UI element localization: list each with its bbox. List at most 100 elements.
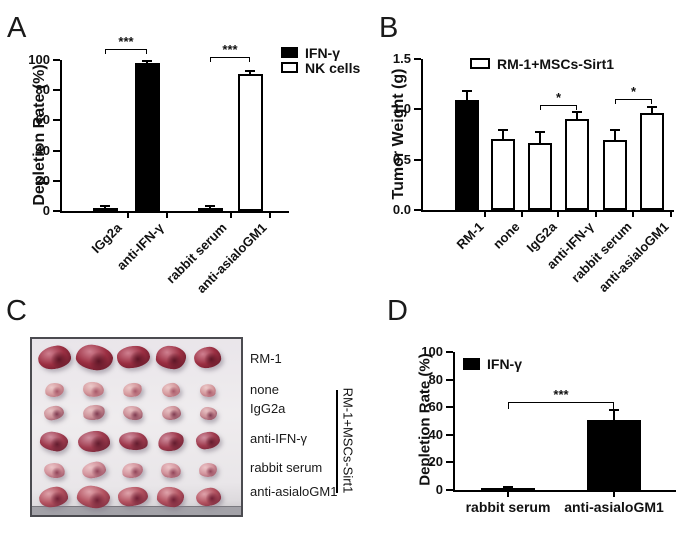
- y-tick: [53, 179, 60, 182]
- y-tick-label: 0.5: [392, 151, 411, 167]
- significance-bracket: [508, 402, 614, 409]
- y-tick: [53, 210, 60, 212]
- tumor-specimen-IgG2a-5: [198, 405, 218, 421]
- y-tick-label: 40: [428, 426, 443, 442]
- error-bar-line: [651, 107, 653, 114]
- tumor-specimen-RM-1-4: [154, 343, 188, 371]
- group-bracket-line: [336, 390, 338, 493]
- specimen-row-label: anti-IFN-γ: [250, 431, 308, 446]
- error-bar-cap: [205, 205, 215, 208]
- y-tick-label: 60: [35, 112, 50, 128]
- error-bar-cap: [498, 129, 508, 132]
- x-axis: [60, 211, 289, 213]
- significance-bracket: [540, 105, 577, 110]
- x-tick: [507, 492, 509, 497]
- y-tick-label: 1.5: [392, 51, 411, 66]
- x-category-label: rabbit serum: [465, 499, 551, 515]
- significance-stars: ***: [553, 387, 569, 402]
- tumor-specimen-none-5: [199, 382, 217, 398]
- y-tick: [53, 119, 60, 122]
- tumor-specimen-anti-IFN-γ-5: [195, 430, 221, 452]
- y-tick: [446, 351, 453, 353]
- x-tick: [557, 212, 559, 217]
- tumor-specimen-rabbit serum-5: [198, 462, 218, 478]
- y-tick: [53, 149, 60, 152]
- y-tick-label: 20: [428, 454, 443, 470]
- bar-anti-IFN-γ: [134, 63, 160, 211]
- bar-rabbit serum: [197, 207, 223, 212]
- x-tick: [484, 212, 486, 217]
- specimen-row-label: none: [250, 382, 279, 397]
- y-tick: [446, 378, 453, 381]
- tumor-specimen-RM-1-3: [115, 344, 151, 370]
- y-tick-label: 1.0: [392, 101, 411, 117]
- error-bar-cap: [572, 111, 582, 114]
- significance-stars: *: [555, 90, 562, 105]
- error-bar-line: [614, 130, 616, 140]
- bar-anti-IFN-γ: [565, 119, 589, 210]
- tumor-specimen-RM-1-5: [192, 344, 224, 370]
- error-bar-line: [466, 91, 468, 101]
- y-tick-label: 40: [35, 142, 50, 158]
- bar-none: [491, 138, 515, 210]
- panel-a-label: A: [7, 12, 27, 44]
- x-tick: [613, 492, 615, 497]
- legend-swatch: [470, 58, 490, 69]
- y-tick-label: 80: [35, 82, 50, 98]
- error-bar-line: [613, 409, 615, 420]
- y-tick: [446, 406, 453, 409]
- tumor-specimen-RM-1-2: [73, 341, 115, 373]
- tumor-specimen-IgG2a-4: [161, 405, 181, 421]
- bar-IgG2a: [528, 142, 552, 210]
- legend-label: IFN-γ: [305, 45, 340, 61]
- y-axis: [60, 60, 62, 213]
- y-tick-label: 80: [428, 371, 443, 387]
- x-tick: [166, 213, 168, 218]
- photo-plate-edge: [32, 506, 241, 515]
- legend-label: IFN-γ: [487, 356, 522, 372]
- y-tick: [446, 461, 453, 464]
- tumor-specimen-rabbit serum-1: [42, 461, 66, 479]
- y-axis: [453, 352, 455, 492]
- error-bar-line: [576, 112, 578, 120]
- tumor-specimen-RM-1-1: [36, 343, 72, 371]
- tumor-specimen-none-4: [161, 381, 181, 399]
- y-tick-label: 100: [28, 52, 50, 67]
- error-bar-cap: [142, 59, 152, 62]
- y-tick: [414, 209, 421, 211]
- y-tick: [414, 58, 421, 60]
- tumor-specimen-none-3: [122, 381, 144, 399]
- y-tick: [446, 433, 453, 436]
- legend-label: NK cells: [305, 60, 361, 76]
- tumor-specimen-anti-asialoGM1-3: [117, 486, 149, 508]
- specimen-row-label: anti-asialoGM1: [250, 484, 338, 499]
- tumor-specimen-none-2: [82, 381, 106, 399]
- x-axis: [421, 210, 674, 212]
- tumor-specimen-IgG2a-3: [121, 404, 145, 422]
- significance-stars: ***: [118, 34, 134, 49]
- legend-swatch: [281, 47, 298, 58]
- error-bar-cap: [100, 205, 110, 208]
- y-tick: [446, 489, 453, 491]
- panel-b-label: B: [379, 12, 399, 44]
- tumor-specimen-anti-IFN-γ-3: [117, 430, 149, 452]
- tumor-specimen-rabbit serum-2: [80, 459, 108, 481]
- x-category-label: anti-asialoGM1: [564, 499, 664, 515]
- significance-stars: *: [630, 84, 637, 99]
- legend-swatch: [281, 62, 298, 73]
- x-tick: [521, 212, 523, 217]
- bar-IGg2a: [92, 207, 118, 212]
- error-bar-cap: [462, 90, 472, 93]
- tumor-specimen-none-1: [43, 382, 65, 398]
- specimen-row-label: RM-1: [250, 351, 282, 366]
- group-bracket-label: RM-1+MSCs-Sirt1: [340, 387, 356, 494]
- y-tick-label: 0: [435, 482, 443, 497]
- bar-anti-asialoGM1: [640, 113, 664, 210]
- tumor-specimen-rabbit serum-3: [121, 461, 145, 479]
- tumor-specimen-anti-IFN-γ-1: [38, 429, 70, 453]
- tumor-specimen-rabbit serum-4: [160, 460, 182, 480]
- error-bar-line: [539, 132, 541, 143]
- error-bar-line: [249, 70, 251, 74]
- y-tick: [414, 108, 421, 111]
